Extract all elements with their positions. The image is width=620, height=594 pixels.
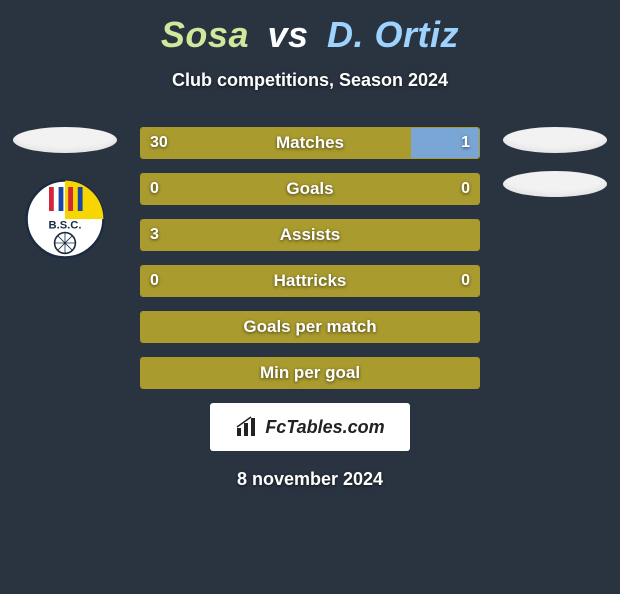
main-content: B.S.C. 301Matches 00Goals 3Assists 00Hattri… (0, 127, 620, 490)
stat-label: Matches (141, 128, 479, 158)
team-oval-placeholder (503, 171, 607, 197)
stat-label: Assists (141, 220, 479, 250)
subtitle: Club competitions, Season 2024 (0, 70, 620, 91)
player2-name: D. Ortiz (327, 14, 459, 55)
stat-row: 3Assists (140, 219, 480, 251)
chart-icon (235, 415, 259, 439)
stat-row: Goals per match (140, 311, 480, 343)
stat-label: Hattricks (141, 266, 479, 296)
stat-row: 00Hattricks (140, 265, 480, 297)
page-title: Sosa vs D. Ortiz (0, 14, 620, 56)
stat-row: 00Goals (140, 173, 480, 205)
stat-row: Min per goal (140, 357, 480, 389)
date-text: 8 november 2024 (0, 469, 620, 490)
left-column: B.S.C. (10, 127, 120, 259)
club-crest-icon: B.S.C. (25, 179, 105, 259)
svg-text:B.S.C.: B.S.C. (49, 220, 82, 232)
player1-name: Sosa (161, 14, 249, 55)
attribution-badge: FcTables.com (210, 403, 410, 451)
stat-label: Goals per match (141, 312, 479, 342)
stat-bars: 301Matches 00Goals 3Assists 00Hattricks Goal… (140, 127, 480, 389)
team-oval-placeholder (503, 127, 607, 153)
team-oval-placeholder (13, 127, 117, 153)
stat-label: Min per goal (141, 358, 479, 388)
right-column (500, 127, 610, 215)
stat-row: 301Matches (140, 127, 480, 159)
attribution-text: FcTables.com (265, 417, 384, 438)
stat-label: Goals (141, 174, 479, 204)
vs-text: vs (267, 14, 308, 55)
